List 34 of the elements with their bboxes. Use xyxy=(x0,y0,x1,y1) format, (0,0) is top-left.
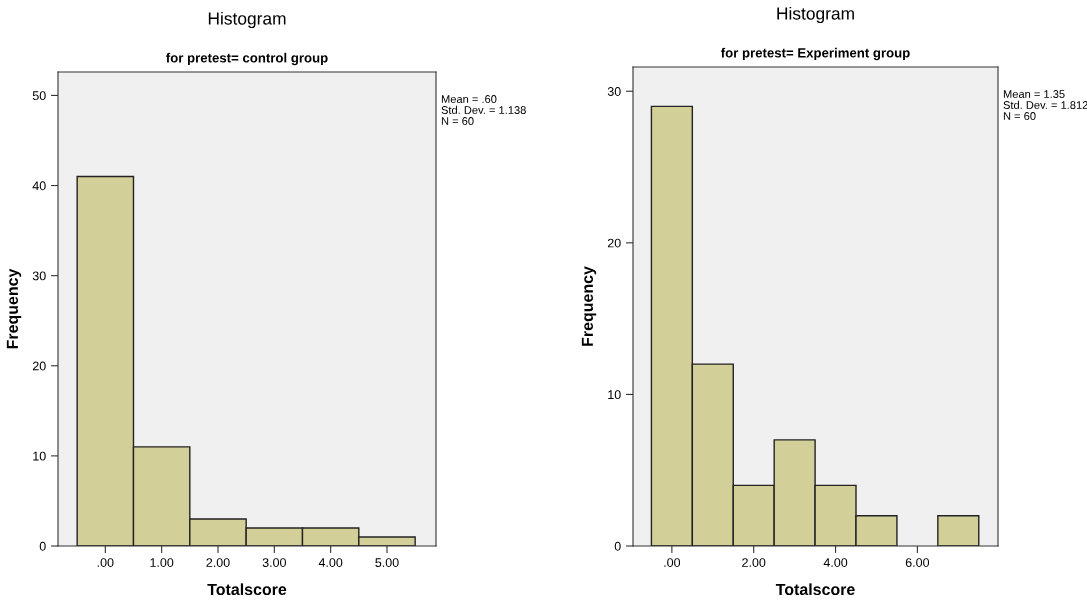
text: Mean = 1.35 xyxy=(1003,90,1065,98)
x-tick-label: 6.00 xyxy=(905,558,930,567)
chart-subtitle: for pretest= control group xyxy=(166,52,328,66)
y-tick-label: 30 xyxy=(32,271,46,281)
text: Std. Dev. = 1.138 xyxy=(441,105,526,114)
x-tick-label: .00 xyxy=(97,558,114,567)
chart-subtitle: for pretest= Experiment group xyxy=(720,47,910,61)
x-tick-label: 3.00 xyxy=(262,558,286,567)
x-tick-label: .00 xyxy=(664,558,681,567)
y-tick-label: 20 xyxy=(607,238,621,248)
text: N = 60 xyxy=(1003,112,1036,120)
x-tick-label: 2.00 xyxy=(742,558,766,567)
y-tick-label: 20 xyxy=(32,361,46,371)
y-tick-label: 0 xyxy=(614,541,621,551)
y-axis-title: Frequency xyxy=(6,268,22,349)
x-tick-label: 4.00 xyxy=(823,558,848,567)
y-axis-title: Frequency xyxy=(581,266,597,346)
x-tick-label: 5.00 xyxy=(375,558,399,567)
x-axis-title: Totalscore xyxy=(207,583,287,596)
y-tick-label: 10 xyxy=(33,451,46,461)
y-tick-label: 10 xyxy=(608,390,621,400)
x-tick-label: 1.00 xyxy=(150,558,174,567)
x-axis-title: Totalscore xyxy=(775,583,855,596)
text: Std. Dev. = 1.812 xyxy=(1003,100,1087,109)
y-tick-label: 30 xyxy=(607,87,621,96)
y-tick-label: 40 xyxy=(32,181,46,191)
x-tick-label: 4.00 xyxy=(318,558,343,567)
y-tick-label: 0 xyxy=(39,541,46,551)
y-tick-label: 50 xyxy=(32,91,46,101)
text: N = 60 xyxy=(441,117,474,125)
chart-title: Histogram xyxy=(777,6,854,24)
x-tick-label: 2.00 xyxy=(206,558,230,567)
text: Mean = .60 xyxy=(441,95,497,103)
chart-title: Histogram xyxy=(208,11,286,29)
